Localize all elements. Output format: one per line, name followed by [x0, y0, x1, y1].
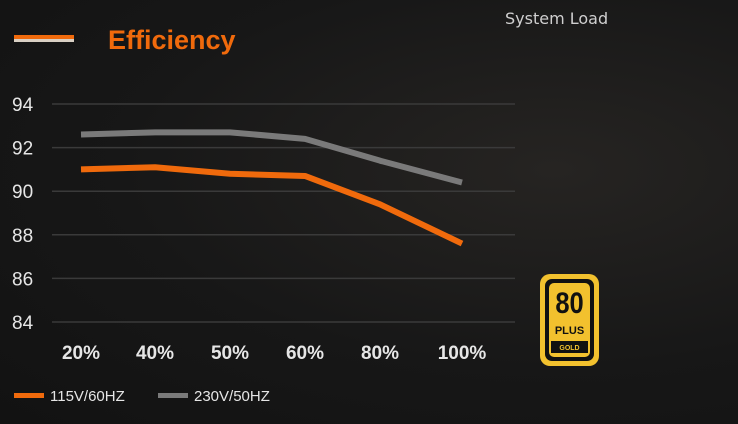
badge-plus: PLUS	[555, 325, 584, 337]
x-tick-label: 60%	[286, 343, 324, 364]
chart-title: Efficiency	[108, 25, 236, 55]
legend-item: 230V/50HZ	[158, 388, 270, 405]
y-tick-label: 88	[12, 226, 33, 247]
legend-item: 115V/60HZ	[14, 388, 125, 405]
x-tick-label: 50%	[211, 343, 249, 364]
y-tick-label: 86	[12, 269, 33, 290]
title-decoration-icon	[14, 35, 74, 42]
x-tick-label: 40%	[136, 343, 174, 364]
legend-swatch	[14, 393, 44, 398]
badge-80: 80	[555, 286, 583, 319]
badge-gold: GOLD	[559, 345, 579, 352]
x-tick-label: 80%	[361, 343, 399, 364]
x-tick-label: 100%	[438, 343, 487, 364]
legend-label: 115V/60HZ	[50, 388, 125, 405]
y-tick-label: 90	[12, 182, 33, 203]
y-tick-label: 94	[12, 95, 34, 116]
legend-label: 230V/50HZ	[194, 388, 270, 405]
y-tick-label: 84	[12, 313, 34, 334]
y-tick-label: 92	[12, 139, 33, 160]
x-tick-label: 20%	[62, 343, 100, 364]
series-line-1	[80, 129, 463, 186]
series-line-0	[80, 164, 464, 247]
80-plus-gold-badge: 80 PLUS GOLD	[540, 274, 599, 366]
legend-swatch	[158, 393, 188, 398]
x-axis-label: System Load	[505, 9, 608, 28]
